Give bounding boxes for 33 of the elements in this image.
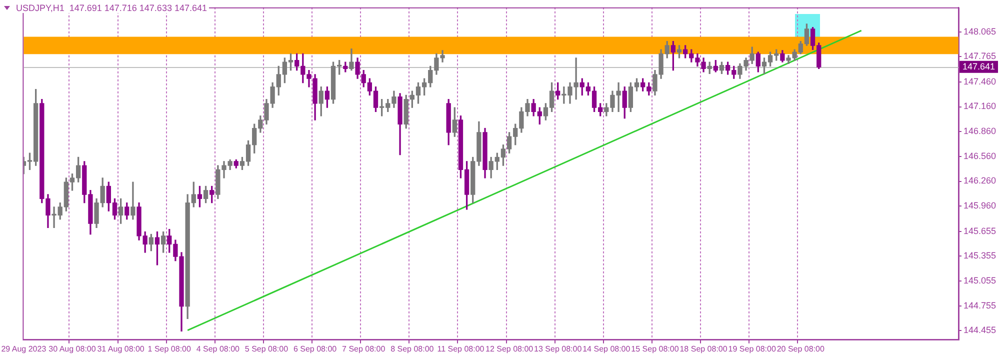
x-tick-label: 4 Sep 08:00 [196,344,240,354]
x-tick-label: 6 Sep 08:00 [293,344,338,354]
candlestick [130,182,136,220]
x-tick-label: 7 Sep 08:00 [342,344,386,354]
y-tick-label: 146.260 [963,176,996,186]
y-tick-label: 145.055 [963,276,996,286]
x-tick-label: 13 Sep 08:00 [534,344,582,354]
y-tick-label: 147.460 [963,76,996,86]
y-tick-label: 146.560 [963,150,996,161]
x-tick-label: 31 Aug 08:00 [97,344,145,354]
x-tick-label: 11 Sep 08:00 [437,344,485,354]
x-tick-label: 5 Sep 08:00 [244,344,289,354]
x-tick-label: 20 Sep 08:00 [776,344,825,354]
x-tick-label: 30 Aug 08:00 [48,344,96,354]
x-tick-label: 14 Sep 08:00 [582,344,631,354]
x-tick-label: 8 Sep 08:00 [390,344,434,354]
chart-title: USDJPY,H1 147.691 147.716 147.633 147.641 [14,3,209,13]
y-tick-label: 148.065 [963,26,996,36]
y-tick-label: 144.755 [963,300,996,310]
x-tick-label: 15 Sep 08:00 [631,344,680,354]
x-tick-label: 19 Sep 08:00 [728,344,776,354]
y-tick-label: 145.960 [963,200,996,211]
ref-line-label: 147.641 [962,61,996,72]
y-tick-label: 144.455 [963,325,996,336]
y-tick-label: 147.765 [963,51,996,62]
x-tick-label: 12 Sep 08:00 [485,344,534,354]
x-tick-label: 1 Sep 08:00 [148,344,192,354]
y-tick-label: 145.655 [963,226,996,236]
y-tick-label: 145.355 [963,250,996,261]
x-tick-label: 18 Sep 08:00 [680,344,728,354]
y-tick-label: 146.860 [963,126,996,136]
y-tick-label: 147.160 [963,101,996,112]
x-tick-label: 29 Aug 2023 [1,344,47,354]
